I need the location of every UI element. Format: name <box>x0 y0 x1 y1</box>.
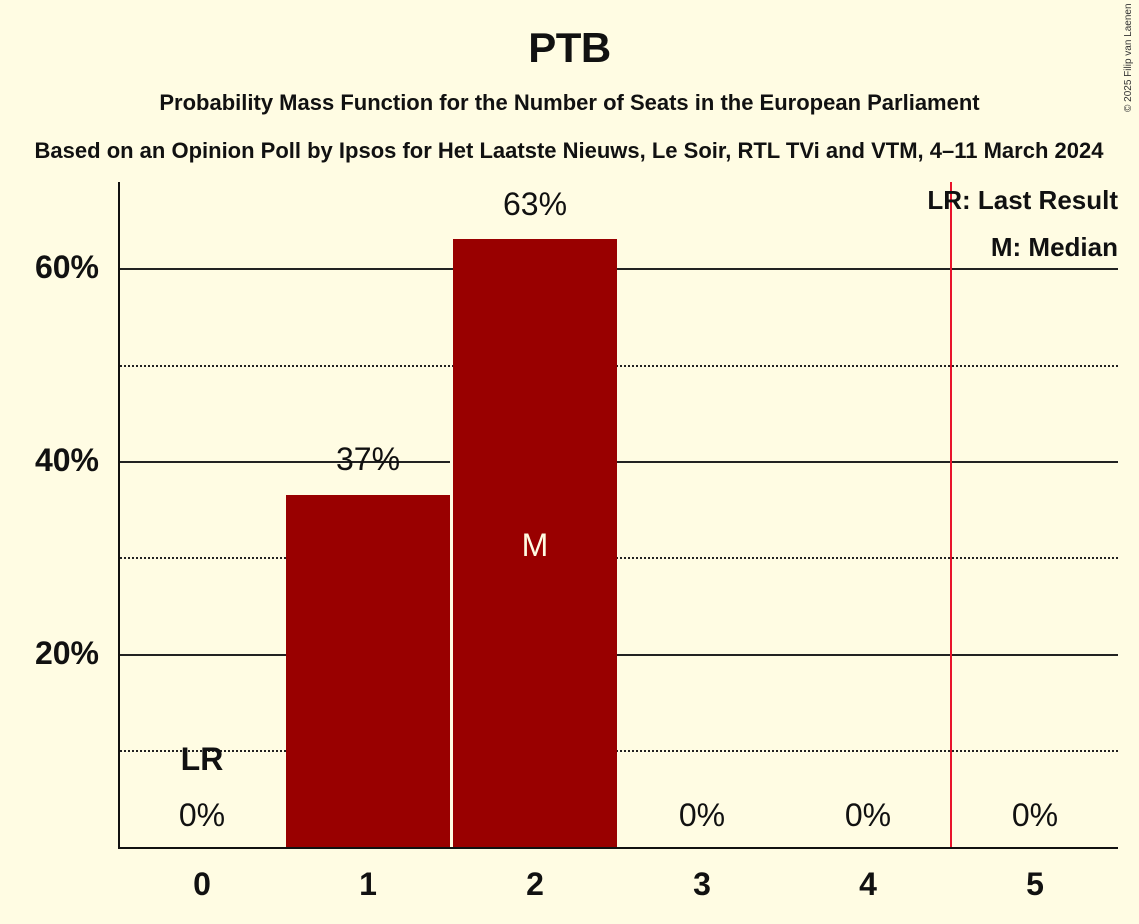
last-result-line <box>950 182 952 848</box>
bar-label-2: 63% <box>502 186 568 222</box>
legend-median: M: Median <box>990 232 1118 262</box>
bar-label-5: 0% <box>1011 797 1059 833</box>
y-axis <box>118 182 120 849</box>
bar-label-4: 0% <box>844 797 892 833</box>
median-marker: M <box>521 527 549 563</box>
bar-seats-2 <box>453 239 617 848</box>
chart-title: PTB <box>528 24 611 71</box>
xtick-5: 5 <box>1026 866 1044 902</box>
xtick-1: 1 <box>359 866 377 902</box>
bar-label-0: 0% <box>178 797 226 833</box>
bar-seats-1 <box>286 495 450 848</box>
gridline-30 <box>120 557 1118 559</box>
gridline-50 <box>120 365 1118 367</box>
bar-label-3: 0% <box>678 797 726 833</box>
xtick-4: 4 <box>859 866 877 902</box>
chart-source-caption: Based on an Opinion Poll by Ipsos for He… <box>34 138 1104 163</box>
x-axis <box>118 847 1118 849</box>
gridline-40 <box>120 461 1118 463</box>
bar-gap <box>450 440 453 848</box>
xtick-2: 2 <box>526 866 544 902</box>
ytick-20: 20% <box>34 635 99 671</box>
gridline-20 <box>120 654 1118 656</box>
copyright-notice: © 2025 Filip van Laenen <box>1123 3 1134 112</box>
gridline-60 <box>120 268 1118 270</box>
chart-subtitle: Probability Mass Function for the Number… <box>159 90 980 115</box>
gridline-10 <box>120 750 1118 752</box>
ytick-40: 40% <box>34 442 99 478</box>
ytick-60: 60% <box>34 249 99 285</box>
xtick-3: 3 <box>693 866 711 902</box>
xtick-0: 0 <box>193 866 211 902</box>
last-result-marker: LR <box>180 741 224 777</box>
bar-label-1: 37% <box>335 441 401 477</box>
legend-last-result: LR: Last Result <box>927 185 1118 215</box>
